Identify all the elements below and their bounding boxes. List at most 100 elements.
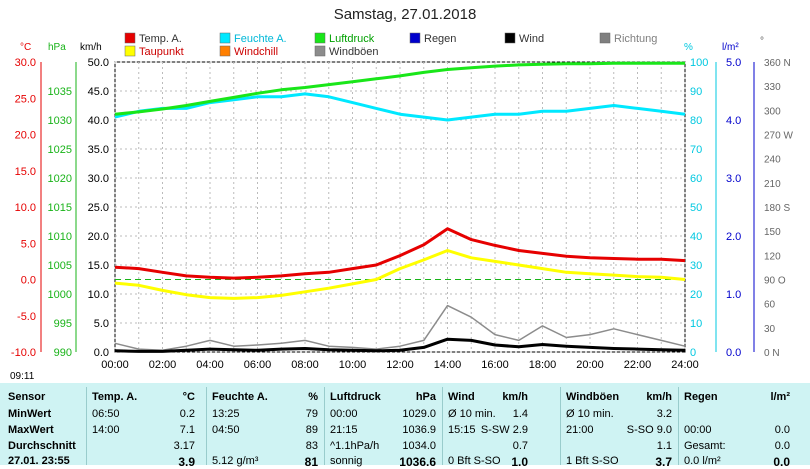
tick-x: 16:00: [481, 359, 509, 371]
stats-unit-wind: km/h: [502, 391, 528, 403]
timebar: 09:11: [0, 371, 810, 383]
tick-wind: 25.0: [88, 202, 109, 214]
tick-rain: 1.0: [726, 289, 741, 301]
stats-time-temp: 14:00: [92, 424, 120, 436]
stats-time-hum: 04:50: [212, 424, 240, 436]
stats-column-separator: [324, 387, 325, 465]
stats-value-gust: 1.1: [656, 440, 672, 452]
stats-value-press: 1036.6: [399, 455, 436, 469]
legend-label: Taupunkt: [139, 46, 184, 58]
tick-humidity: 100: [690, 57, 708, 69]
tick-direction: 150: [764, 227, 781, 238]
tick-wind: 40.0: [88, 115, 109, 127]
tick-pressure: 1000: [48, 289, 72, 301]
legend-swatch: [314, 45, 326, 57]
tick-direction: 30: [764, 324, 776, 335]
tick-x: 04:00: [196, 359, 224, 371]
tick-temp: 30.0: [15, 57, 36, 69]
stats-row-label: Sensor: [8, 391, 46, 403]
tick-pressure: 995: [54, 318, 72, 330]
tick-x: 06:00: [244, 359, 272, 371]
stats-value-wind: 0.7: [512, 440, 528, 452]
stats-value-wind: 1.4: [512, 408, 528, 420]
tick-humidity: 10: [690, 318, 702, 330]
stats-unit-gust: km/h: [646, 391, 672, 403]
tick-x: 24:00: [671, 359, 699, 371]
stats-head-gust: Windböen: [566, 391, 620, 403]
tick-rain: 5.0: [726, 57, 741, 69]
tick-direction: 240: [764, 155, 781, 166]
tick-humidity: 90: [690, 86, 702, 98]
stats-time-hum: 5.12 g/m³: [212, 455, 259, 467]
tick-rain: 4.0: [726, 115, 741, 127]
axis-unit-temp: °C: [20, 42, 31, 53]
tick-pressure: 1015: [48, 202, 72, 214]
chart-title: Samstag, 27.01.2018: [333, 6, 477, 23]
stats-value-temp: 7.1: [179, 424, 195, 436]
tick-x: 20:00: [576, 359, 604, 371]
legend-swatch: [599, 32, 611, 44]
stats-time-rain: 0.0 l/m²: [684, 455, 721, 467]
stats-value-press: 1029.0: [402, 408, 436, 420]
stats-value-hum: 89: [305, 424, 318, 436]
legend-label: Richtung: [614, 33, 657, 45]
tick-direction: 120: [764, 251, 781, 262]
tick-humidity: 70: [690, 144, 702, 156]
stats-value-gust: 3.2: [656, 408, 672, 420]
stats-value-temp: 0.2: [179, 408, 195, 420]
tick-temp: 0.0: [21, 275, 36, 287]
stats-value-gust: S-SO 9.0: [626, 424, 672, 436]
legend-swatch: [219, 32, 231, 44]
legend-swatch: [124, 32, 136, 44]
tick-direction: 270 W: [764, 131, 793, 142]
tick-x: 00:00: [101, 359, 129, 371]
tick-humidity: 60: [690, 173, 702, 185]
series-line-wind: [114, 337, 686, 353]
tick-wind: 15.0: [88, 260, 109, 272]
axis-unit-rain: l/m²: [722, 42, 739, 53]
stats-time-wind: 15:15: [448, 424, 476, 436]
tick-wind: 0.0: [94, 347, 109, 359]
stats-row-label: MaxWert: [8, 424, 54, 436]
tick-x: 08:00: [291, 359, 319, 371]
stats-value-hum: 79: [305, 408, 318, 420]
stats-column-separator: [442, 387, 443, 465]
stats-row-label: MinWert: [8, 408, 52, 420]
tick-x: 10:00: [339, 359, 367, 371]
legend-swatch: [504, 32, 516, 44]
stats-value-wind: S-SW 2.9: [480, 424, 528, 436]
stats-time-wind: 0 Bft S-SO: [448, 455, 501, 467]
tick-x: 12:00: [386, 359, 414, 371]
stats-column-separator: [206, 387, 207, 465]
tick-humidity: 80: [690, 115, 702, 127]
stats-unit-temp: °C: [182, 391, 195, 403]
axis-unit-humidity: %: [684, 42, 693, 53]
tick-direction: 90 O: [764, 276, 786, 287]
stats-time-gust: 21:00: [566, 424, 594, 436]
tick-temp: -5.0: [17, 311, 36, 323]
tick-pressure: 1030: [48, 115, 72, 127]
legend-label: Temp. A.: [139, 33, 182, 45]
tick-rain: 3.0: [726, 173, 741, 185]
weather-chart: Temp. A. Feuchte A. Luftdruck Regen Wind Rich…: [11, 32, 793, 371]
stats-time-press: ^1.1hPa/h: [330, 440, 380, 452]
legend-label: Feuchte A.: [234, 33, 287, 45]
timebar-start: 09:11: [10, 371, 35, 382]
stats-time-wind: Ø 10 min.: [448, 408, 496, 420]
tick-direction: 0 N: [764, 348, 780, 359]
legend-label: Regen: [424, 33, 456, 45]
stats-value-hum: 83: [305, 440, 318, 452]
stats-value-press: 1036.9: [402, 424, 436, 436]
tick-x: 18:00: [529, 359, 557, 371]
tick-x: 22:00: [624, 359, 652, 371]
legend-swatch: [409, 32, 421, 44]
tick-wind: 35.0: [88, 144, 109, 156]
tick-pressure: 1020: [48, 173, 72, 185]
tick-rain: 2.0: [726, 231, 741, 243]
tick-x: 14:00: [434, 359, 462, 371]
stats-value-rain: 0.0: [774, 424, 790, 436]
tick-humidity: 20: [690, 289, 702, 301]
statistics-panel: Sensor MinWert MaxWert Durchschnitt 27.01. 2…: [0, 383, 810, 469]
stats-head-hum: Feuchte A.: [212, 391, 268, 403]
tick-direction: 300: [764, 106, 781, 117]
